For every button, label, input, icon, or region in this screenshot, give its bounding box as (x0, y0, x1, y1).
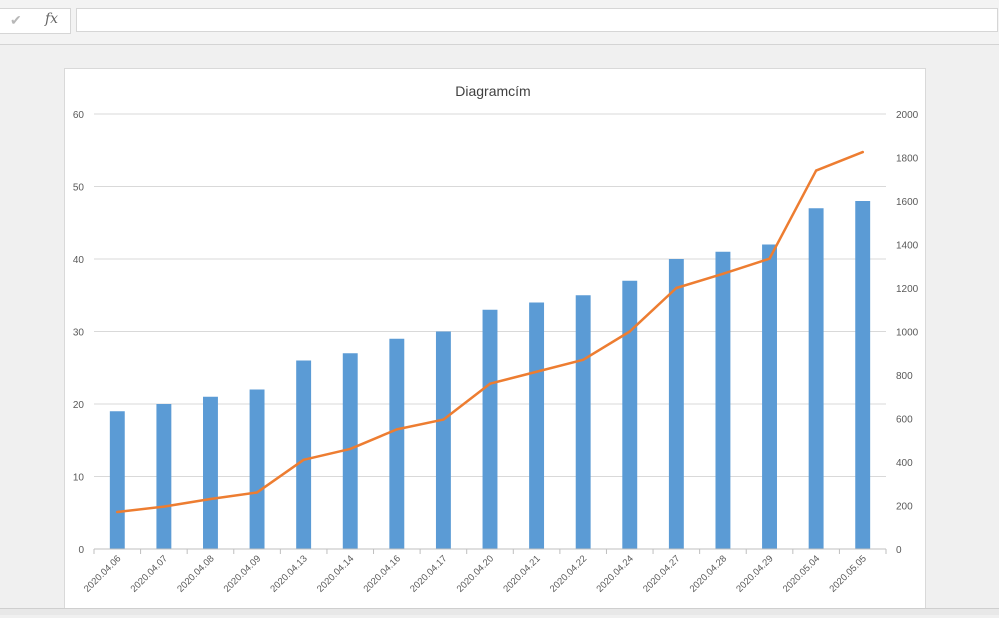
bar[interactable] (855, 201, 871, 549)
formula-input[interactable] (76, 8, 998, 32)
x-axis-tick-label: 2020.04.14 (315, 553, 356, 594)
bar[interactable] (156, 404, 172, 549)
right-axis-tick-label: 1200 (896, 284, 919, 295)
x-axis-tick-label: 2020.04.08 (175, 553, 216, 594)
line-point[interactable] (581, 358, 585, 361)
right-axis-tick-label: 600 (896, 415, 913, 426)
x-axis-tick-label: 2020.05.04 (781, 553, 822, 594)
line-point[interactable] (628, 330, 631, 333)
bar[interactable] (109, 411, 125, 549)
bar[interactable] (482, 309, 498, 549)
bar[interactable] (622, 280, 638, 549)
bar[interactable] (808, 208, 824, 549)
fx-icon[interactable]: fx (45, 11, 59, 27)
left-axis-tick-label: 0 (78, 545, 84, 556)
right-axis-tick-label: 1000 (896, 328, 919, 339)
bar[interactable] (296, 360, 312, 550)
formula-bar: ✔ fx (0, 0, 999, 45)
right-axis-tick-label: 1400 (896, 241, 919, 252)
x-axis-tick-label: 2020.04.29 (734, 553, 775, 594)
bar[interactable] (203, 396, 218, 549)
chart-area[interactable]: Diagramcím 0 10 20 30 40 50 60 0 200 400 600 800 100… (64, 68, 926, 614)
x-axis-tick-label: 2020.04.06 (82, 553, 123, 594)
line-point[interactable] (675, 286, 678, 290)
x-axis-tick-label: 2020.04.27 (641, 553, 682, 594)
line-point[interactable] (209, 497, 212, 501)
left-axis-tick-label: 60 (73, 110, 85, 121)
line-point[interactable] (395, 428, 399, 431)
x-axis-tick-label: 2020.04.09 (222, 553, 263, 594)
formula-buttons: ✔ fx (0, 8, 71, 34)
line-point[interactable] (488, 382, 492, 385)
bar[interactable] (715, 251, 731, 549)
line-point[interactable] (535, 370, 538, 373)
x-axis-tick-label: 2020.04.13 (268, 553, 309, 594)
line-point[interactable] (861, 150, 864, 154)
right-axis-tick-label: 1800 (896, 154, 919, 165)
x-axis-tick-label: 2020.04.24 (594, 553, 635, 594)
bar[interactable] (529, 302, 545, 550)
sheet-bottom-strip (0, 608, 999, 615)
bar[interactable] (435, 331, 451, 550)
line-point[interactable] (349, 447, 352, 451)
bar[interactable] (342, 353, 358, 549)
line-point[interactable] (768, 257, 771, 260)
line-point[interactable] (721, 272, 725, 276)
right-axis-tick-label: 200 (896, 502, 913, 513)
left-axis-tick-label: 20 (73, 400, 85, 411)
check-icon[interactable]: ✔ (10, 12, 22, 28)
bar[interactable] (575, 295, 591, 549)
right-axis-tick-label: 2000 (896, 110, 919, 121)
x-axis-tick-label: 2020.04.22 (548, 553, 589, 594)
bar[interactable] (389, 338, 405, 549)
bar[interactable] (668, 259, 684, 549)
left-axis-tick-label: 30 (73, 328, 85, 339)
right-axis-tick-label: 800 (896, 371, 913, 382)
line-point[interactable] (116, 510, 119, 514)
line-point[interactable] (162, 505, 166, 508)
bar[interactable] (249, 389, 265, 550)
bar[interactable] (762, 244, 777, 550)
line-point[interactable] (302, 458, 305, 462)
right-axis-tick-label: 1600 (896, 197, 919, 208)
x-axis-tick-label: 2020.04.07 (129, 553, 170, 594)
x-axis-tick-label: 2020.04.28 (688, 553, 729, 594)
left-axis-tick-label: 40 (73, 255, 85, 266)
left-axis-tick-label: 50 (73, 183, 85, 194)
right-axis-tick-label: 400 (896, 458, 913, 469)
x-axis-tick-label: 2020.04.17 (408, 553, 449, 594)
line-point[interactable] (814, 169, 818, 172)
line-point[interactable] (255, 491, 259, 494)
left-axis-tick-label: 10 (73, 473, 85, 484)
chart-title: Diagramcím (455, 83, 530, 99)
x-axis-tick-label: 2020.04.16 (362, 553, 403, 594)
x-axis-tick-label: 2020.04.21 (501, 553, 542, 594)
line-point[interactable] (442, 418, 445, 421)
x-axis-tick-label: 2020.04.20 (455, 553, 496, 594)
x-axis-tick-label: 2020.05.05 (827, 553, 868, 594)
combo-chart: Diagramcím 01020304050600200400600800100… (73, 83, 919, 595)
right-axis-tick-label: 0 (896, 545, 902, 556)
